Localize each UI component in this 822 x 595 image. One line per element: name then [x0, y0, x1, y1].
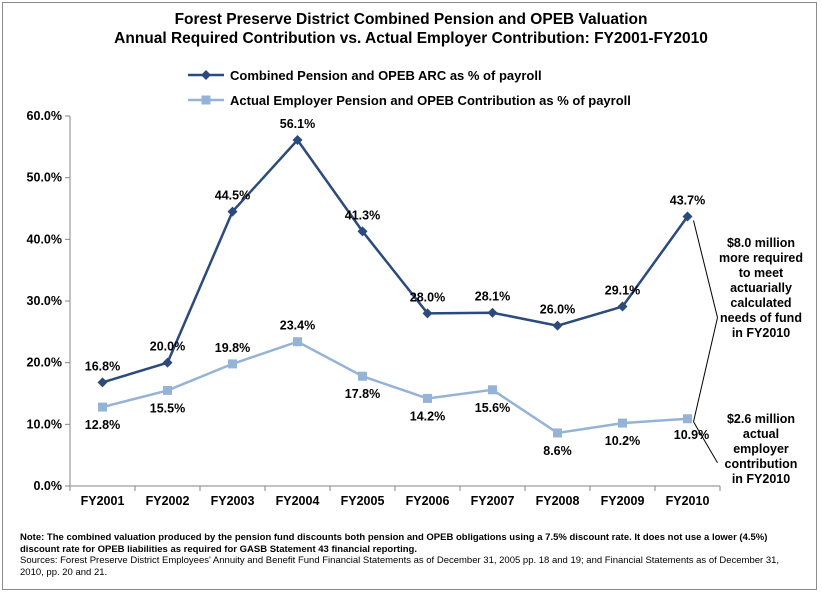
annotation-actual-contribution: $2.6 million actual employer contributio… — [724, 412, 798, 486]
data-label: 28.0% — [410, 290, 445, 304]
legend-item-arc: Combined Pension and OPEB ARC as % of pa… — [188, 67, 542, 83]
data-point-diamond — [552, 320, 563, 331]
x-tick-label: FY2007 — [471, 494, 515, 508]
y-tick-label: 30.0% — [27, 294, 62, 308]
series-line — [102, 340, 688, 435]
x-tick-label: FY2006 — [406, 494, 450, 508]
legend-label-actual: Actual Employer Pension and OPEB Contrib… — [230, 92, 631, 108]
y-tick-label: 10.0% — [27, 417, 62, 431]
x-tick-label: FY2001 — [81, 494, 125, 508]
data-label: 56.1% — [280, 117, 315, 131]
x-tick-label: FY2005 — [341, 494, 385, 508]
data-point-diamond — [357, 226, 368, 237]
chart-frame — [2, 2, 817, 590]
annotation-connector-lower — [693, 421, 718, 464]
data-label: 41.3% — [345, 208, 380, 222]
legend-item-actual: Actual Employer Pension and OPEB Contrib… — [188, 92, 631, 108]
data-point-diamond — [292, 135, 303, 146]
data-point-square — [423, 393, 432, 403]
data-point-square — [553, 428, 562, 438]
x-tick-label: FY2004 — [276, 494, 320, 508]
data-point-diamond — [97, 377, 108, 388]
data-point-diamond — [487, 307, 498, 318]
data-point-square — [293, 337, 302, 347]
x-tick-label: FY2009 — [601, 494, 645, 508]
data-point-diamond — [227, 206, 238, 217]
data-point-square — [618, 418, 627, 428]
x-tick-label: FY2003 — [211, 494, 255, 508]
data-point-square — [163, 385, 172, 395]
legend-marker-square-icon — [188, 95, 224, 105]
data-label: 16.8% — [85, 359, 120, 373]
annotation-connector-upper — [693, 220, 718, 318]
series-line — [102, 138, 689, 384]
y-tick-label: 20.0% — [27, 356, 62, 370]
data-point-diamond — [682, 211, 693, 222]
data-label: 23.4% — [280, 319, 315, 333]
y-tick-label: 0.0% — [34, 479, 63, 493]
data-point-square — [98, 402, 107, 412]
data-label: 15.5% — [150, 401, 185, 415]
data-point-square — [228, 359, 237, 369]
chart-subtitle: Annual Required Contribution vs. Actual … — [114, 30, 708, 47]
y-tick-label: 60.0% — [27, 109, 62, 123]
y-tick-label: 50.0% — [27, 171, 62, 185]
annotation-arc-gap: $8.0 million more required to meet actua… — [718, 236, 804, 340]
data-label: 14.2% — [410, 409, 445, 423]
data-label: 19.8% — [215, 341, 250, 355]
data-label: 17.8% — [345, 387, 380, 401]
data-point-diamond — [162, 357, 173, 368]
data-point-diamond — [422, 308, 433, 319]
data-label: 10.9% — [674, 428, 709, 442]
legend-marker-diamond-icon — [188, 70, 224, 80]
data-label: 29.1% — [605, 284, 640, 298]
note-label: Note: — [20, 532, 45, 543]
data-label: 8.6% — [543, 444, 572, 458]
data-label: 12.8% — [85, 418, 120, 432]
x-tick-label: FY2002 — [146, 494, 190, 508]
x-tick-label: FY2008 — [536, 494, 580, 508]
y-tick-label: 40.0% — [27, 232, 62, 246]
legend-label-arc: Combined Pension and OPEB ARC as % of pa… — [230, 67, 542, 83]
data-label: 43.7% — [670, 194, 705, 208]
data-point-square — [488, 385, 497, 395]
note-text: The combined valuation produced by the p… — [20, 532, 768, 555]
data-label: 26.0% — [540, 303, 575, 317]
data-label: 20.0% — [150, 340, 185, 354]
chart-title: Forest Preserve District Combined Pensio… — [174, 11, 648, 28]
footnote: Note: The combined valuation produced by… — [20, 532, 800, 578]
data-point-diamond — [617, 301, 628, 312]
x-tick-label: FY2010 — [666, 494, 710, 508]
annotation-connector-middle — [693, 317, 718, 422]
data-point-square — [683, 414, 692, 424]
data-label: 15.6% — [475, 401, 510, 415]
data-label: 28.1% — [475, 290, 510, 304]
data-point-square — [358, 371, 367, 381]
data-label: 10.2% — [605, 434, 640, 448]
sources-text: Sources: Forest Preserve District Employ… — [20, 555, 780, 578]
data-label: 44.5% — [215, 189, 250, 203]
